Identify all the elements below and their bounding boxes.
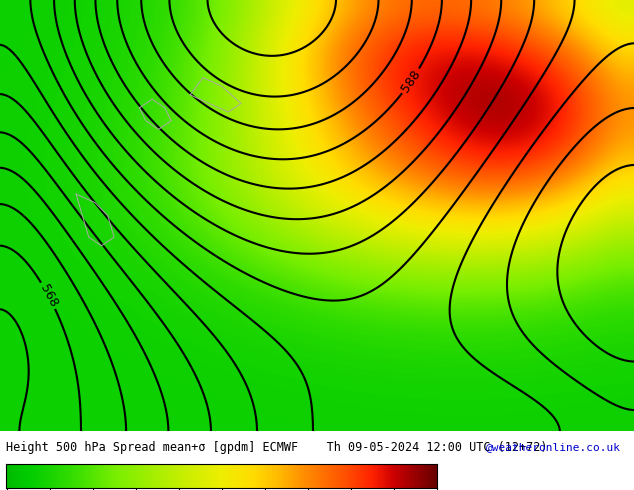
Text: 568: 568 [37, 282, 60, 309]
Text: 588: 588 [399, 68, 423, 95]
Text: Height 500 hPa Spread mean+σ [gpdm] ECMWF    Th 09-05-2024 12:00 UTC (12+72): Height 500 hPa Spread mean+σ [gpdm] ECMW… [6, 441, 548, 454]
Text: @weatheronline.co.uk: @weatheronline.co.uk [486, 442, 621, 452]
